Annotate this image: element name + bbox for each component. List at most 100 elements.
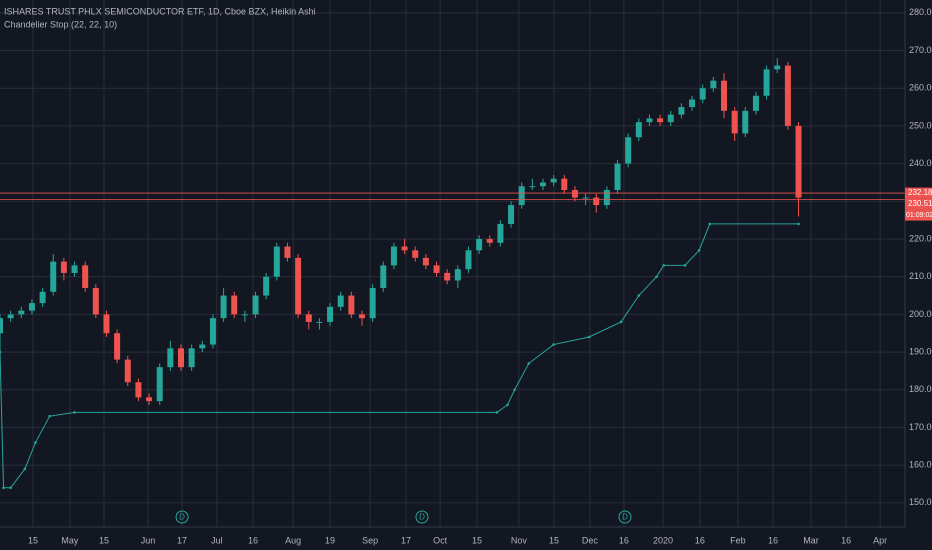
candle-body [316,321,323,323]
x-tick-label: Oct [433,535,448,545]
candle-body [678,107,685,115]
x-tick-label: 15 [472,535,482,545]
candle-body [359,314,365,319]
x-tick-label: Aug [285,535,301,545]
candle-body [593,197,600,206]
x-tick-label: 17 [177,535,187,545]
candle-body [603,189,610,206]
candle-body [699,88,706,100]
dividend-label: D [419,513,425,522]
candle-body [465,250,472,270]
x-tick-label: 15 [99,535,109,545]
candle-body [71,265,78,273]
candle-body [18,310,25,315]
candle-body [50,261,57,292]
candle-body [369,288,376,319]
stop-point [495,411,499,414]
candle-body [508,205,515,224]
candle-body [476,238,483,251]
candle-body [295,257,302,315]
stop-point [527,362,531,365]
dividend-label: D [622,513,628,522]
candle-body [625,137,632,164]
x-tick-label: 2020 [653,535,673,545]
stop-point [655,275,658,278]
x-tick-label: 16 [248,535,258,545]
candle-body [124,359,131,383]
x-tick-label: Jun [141,535,156,545]
stop-point [708,222,712,226]
y-tick-label: 240.00 [909,158,932,168]
candle-body [752,95,759,111]
x-tick-label: Jul [211,535,223,545]
price-label-box [905,198,932,210]
dividend-marker [415,510,429,524]
stop-point [619,320,623,324]
candle-body [422,257,429,266]
candle-body [7,314,14,319]
candle-body [571,189,578,198]
candle-body [82,265,89,289]
y-tick-label: 170.00 [909,422,932,432]
candle-body [742,110,749,134]
candle-body [92,288,99,315]
y-tick-label: 220.00 [909,233,932,243]
candle-body [252,295,259,315]
candle-body [657,118,664,123]
candle-body [188,348,195,368]
candle-body [39,291,46,304]
stop-point [683,264,687,267]
stop-point [513,388,516,392]
candle-body [774,65,781,70]
y-tick-label: 180.00 [909,384,932,394]
candle-body [305,314,312,322]
candle-body [731,110,738,134]
candle-body [28,303,35,311]
stop-point [662,264,665,267]
y-tick-label: 270.00 [909,45,932,55]
candle-body [103,314,110,334]
candle-body [763,69,770,96]
dividend-marker [175,510,189,524]
grid [0,0,905,527]
stop-point [0,350,2,354]
candle-body [518,186,525,206]
candle-body [0,318,3,334]
x-tick-label: Feb [730,535,746,545]
dividend-marker [618,510,632,524]
stop-point [637,294,641,297]
x-tick-label: May [61,535,79,545]
y-tick-label: 210.00 [909,271,932,281]
candle-body [561,178,568,190]
candle-body [231,295,238,315]
candle-body [135,382,142,398]
candle-body [486,238,493,243]
candle-body [401,246,408,251]
x-tick-label: 17 [401,535,411,545]
candle-body [412,250,419,258]
candle-body [444,272,451,281]
candle-body [337,295,344,307]
price-label: 232.18 [908,188,932,197]
x-tick-label: Dec [582,535,599,545]
candle-body [540,182,546,187]
candle-body [433,265,440,273]
stop-point [697,249,701,252]
stop-point [73,411,76,414]
stop-point [587,335,591,339]
x-tick-label: 16 [768,535,778,545]
price-label: 230.51 [908,199,932,208]
candle-body [454,269,461,281]
candle-body [614,163,621,190]
indicator-label: Chandelier Stop (22, 22, 10) [4,19,117,29]
candle-body [529,186,536,188]
candle-body [380,265,387,289]
countdown: 01:09:02 [906,212,932,219]
stop-point [9,486,12,490]
chart-title: ISHARES TRUST PHLX SEMICONDUCTOR ETF, 1D… [4,6,316,16]
candle-body [273,246,280,277]
stop-point [2,486,5,490]
candle-body [156,367,163,402]
